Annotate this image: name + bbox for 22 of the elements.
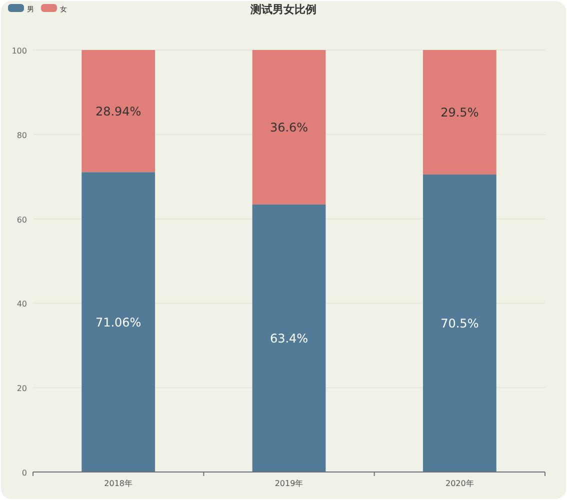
y-tick-label: 20	[16, 384, 27, 394]
bar	[82, 50, 156, 172]
data-label: 29.5%	[440, 106, 479, 120]
y-tick-label: 80	[16, 130, 27, 140]
y-tick-label: 40	[16, 300, 27, 309]
y-tick-label: 0	[22, 468, 27, 478]
bar	[422, 50, 496, 174]
bar	[422, 174, 496, 472]
x-tick-label: 2019年	[274, 479, 304, 488]
data-label: 71.06%	[95, 316, 142, 330]
bar	[82, 172, 156, 472]
data-label: 63.4%	[270, 332, 308, 346]
data-label: 36.6%	[270, 120, 308, 135]
bar	[252, 50, 326, 204]
data-label: 28.94%	[95, 104, 142, 119]
x-tick-label: 2020年	[445, 479, 474, 488]
data-label: 70.5%	[440, 316, 479, 331]
bar	[252, 204, 326, 472]
y-tick-label: 60	[16, 215, 27, 224]
x-tick-label: 2018年	[104, 479, 133, 488]
y-tick-label: 100	[12, 46, 27, 56]
chart-title: 测试男女比例	[250, 3, 316, 16]
